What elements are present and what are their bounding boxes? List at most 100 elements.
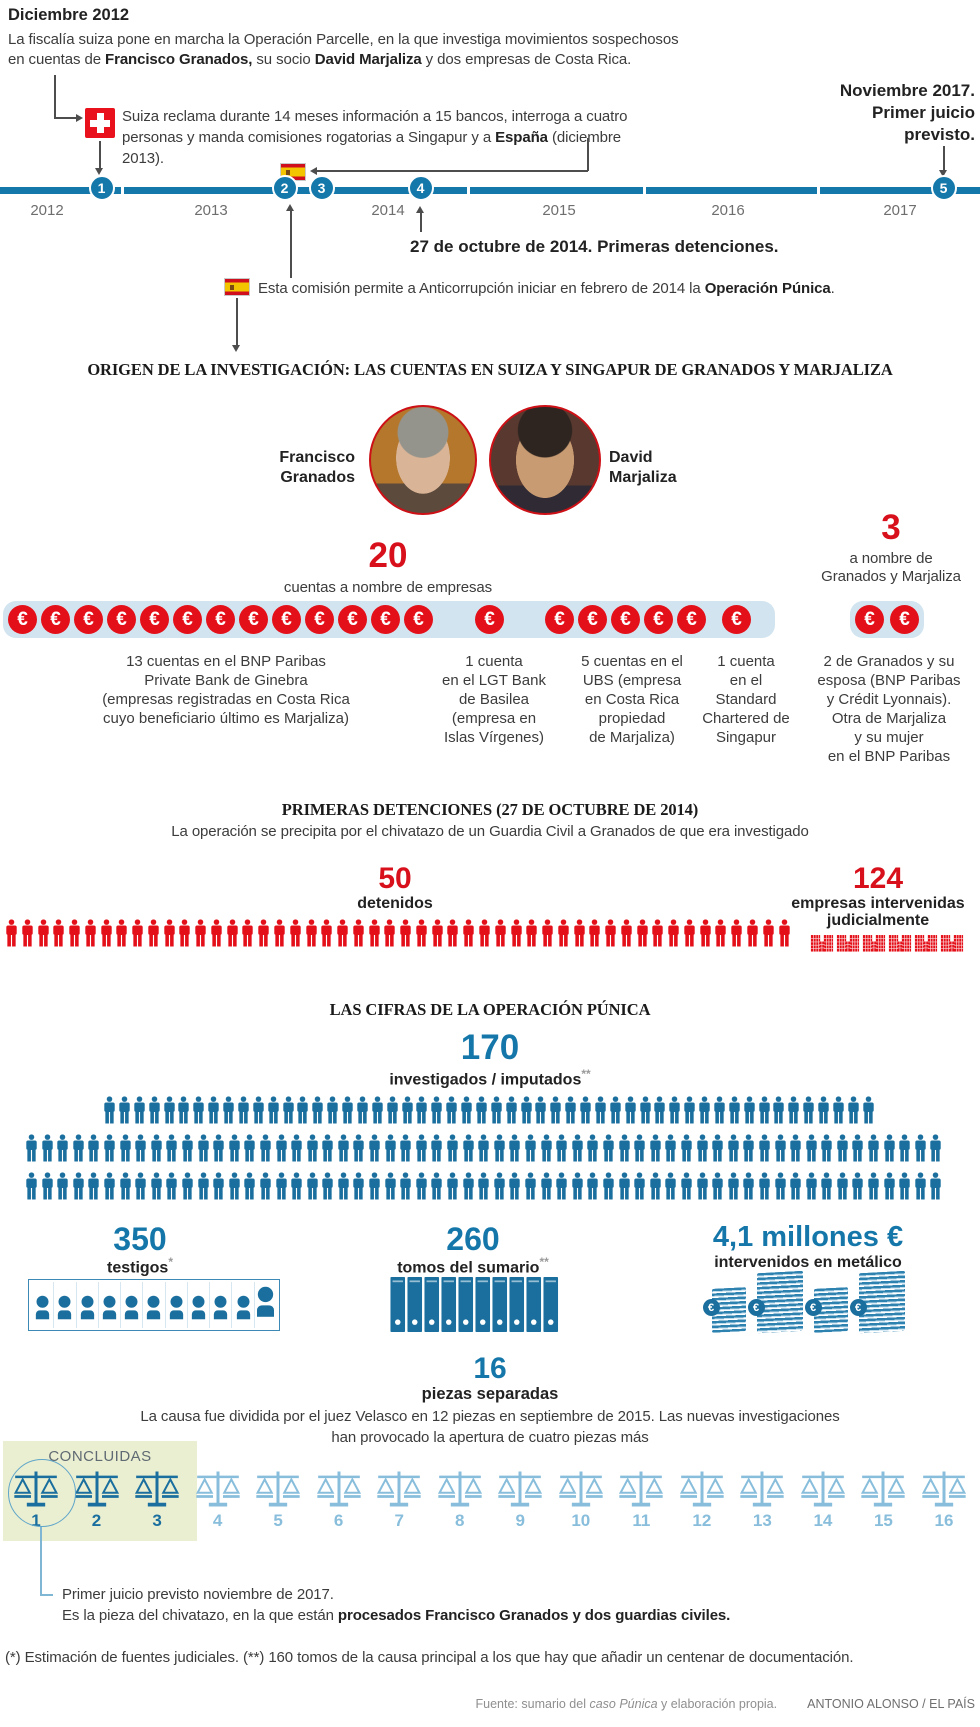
investigated-person-icon	[119, 1131, 132, 1165]
investigated-person-icon	[805, 1131, 818, 1165]
personal-accounts-label: a nombre de Granados y Marjaliza	[821, 550, 961, 585]
euro-glyph: €	[248, 608, 259, 630]
investigated-person-icon	[680, 1169, 693, 1203]
euro-account-icon: €	[107, 605, 136, 634]
investigated-person-icon	[493, 1169, 506, 1203]
photo-david-marjaliza	[489, 405, 601, 515]
investigated-person-icon	[680, 1131, 693, 1165]
companies-icon-row	[810, 931, 964, 952]
investigated-person-icon	[883, 1131, 896, 1165]
investigated-person-icon	[25, 1131, 38, 1165]
detained-label: detenidos	[357, 895, 433, 912]
detained-person-icon	[557, 916, 570, 950]
account-col-bnp: 13 cuentas en el BNP Paribas Private Ban…	[102, 653, 350, 727]
euro-glyph: €	[347, 608, 358, 630]
piece-number: 8	[454, 1511, 465, 1530]
piece-number: 3	[152, 1511, 162, 1530]
detained-person-icon	[210, 916, 223, 950]
investigated-person-icon	[177, 1093, 190, 1127]
euro-account-icon: €	[545, 605, 574, 634]
investigated-person-icon	[368, 1131, 381, 1165]
comision-note: Esta comisión permite a Anticorrupción i…	[258, 279, 918, 299]
comision-c: .	[830, 280, 835, 297]
arrow-up-icon	[286, 204, 294, 211]
company-building-icon	[862, 931, 886, 952]
euro-account-icon: €	[475, 605, 504, 634]
investigated-person-icon	[713, 1093, 726, 1127]
investigated-person-icon	[742, 1169, 755, 1203]
euro-glyph: €	[731, 608, 742, 630]
investigated-person-icon	[820, 1169, 833, 1203]
euro-glyph: €	[620, 608, 631, 630]
timeline-layer: 2012 2013 2014 2015 2016 2017 1 2 3 4 5	[0, 0, 980, 260]
justice-scale-icon	[132, 1469, 182, 1509]
photo-francisco-granados	[369, 405, 477, 515]
investigated-person-icon	[649, 1131, 662, 1165]
investigated-person-icon	[639, 1093, 652, 1127]
piece-15: 15	[857, 1469, 909, 1531]
source-case-name: caso Púnica	[589, 1697, 658, 1711]
account-col-lgt: 1 cuenta en el LGT Bank de Basilea (empr…	[442, 653, 546, 746]
euro-glyph: €	[116, 608, 127, 630]
case-volume-binder-icon	[390, 1277, 406, 1332]
investigated-person-icon	[401, 1093, 414, 1127]
detained-person-icon	[21, 916, 34, 950]
piece-number: 12	[692, 1511, 712, 1530]
detained-person-icon	[399, 916, 412, 950]
investigated-person-icon	[698, 1093, 711, 1127]
investigated-person-icon	[415, 1169, 428, 1203]
witness-head-icon	[32, 1282, 53, 1328]
justice-scale-icon	[798, 1469, 848, 1509]
investigated-person-icon	[197, 1131, 210, 1165]
investigated-person-icon	[929, 1169, 942, 1203]
accounts-count: 20	[368, 536, 408, 575]
swiss-note-line-1: Suiza reclama durante 14 meses informaci…	[122, 108, 628, 125]
detained-person-icon	[84, 916, 97, 950]
timeline-marker-2: 2	[271, 175, 298, 201]
investigated-person-icon	[914, 1169, 927, 1203]
investigated-person-icon	[653, 1093, 666, 1127]
footnote-marker: *	[168, 1255, 173, 1269]
euro-account-icon: €	[41, 605, 70, 634]
euro-glyph: €	[314, 608, 325, 630]
investigated-person-icon	[524, 1169, 537, 1203]
trial-marker5-line	[943, 146, 945, 170]
investigated-person-icon	[445, 1093, 458, 1127]
investigated-person-icon	[851, 1131, 864, 1165]
euro-coin-icon: €	[747, 1299, 765, 1316]
justice-scale-icon	[72, 1469, 122, 1509]
footnote-marker: **	[581, 1067, 591, 1081]
euro-glyph: €	[686, 608, 697, 630]
concluded-label: CONCLUIDAS	[48, 1448, 152, 1465]
piece-number: 2	[91, 1511, 102, 1530]
investigated-person-icon	[103, 1093, 116, 1127]
investigated-person-icon	[259, 1131, 272, 1165]
justice-scale-icon	[253, 1469, 303, 1509]
investigated-person-icon	[817, 1093, 830, 1127]
piece1-connector-vertical	[40, 1527, 42, 1595]
euro-account-icon: €	[173, 605, 202, 634]
investigated-person-icon	[192, 1093, 205, 1127]
pieces-count: 16	[473, 1352, 507, 1385]
espana-line-vertical	[587, 138, 589, 171]
witnesses-label: testigos*	[40, 1254, 240, 1276]
investigated-person-icon	[898, 1131, 911, 1165]
piece1-connector-horizontal	[40, 1594, 53, 1596]
investigated-person-icon	[789, 1169, 802, 1203]
case-volume-binder-icon	[526, 1277, 542, 1332]
case-volume-binder-icon	[407, 1277, 423, 1332]
investigated-person-icon	[181, 1131, 194, 1165]
euro-glyph: €	[149, 608, 160, 630]
swiss-note-line-2c: (diciembre 2013).	[122, 129, 621, 167]
investigated-count: 170	[460, 1028, 520, 1067]
investigated-person-icon	[540, 1131, 553, 1165]
investigated-person-icon	[415, 1131, 428, 1165]
detained-icon-row	[5, 916, 791, 950]
euro-group-standard: €	[722, 605, 751, 634]
detained-person-icon	[352, 916, 365, 950]
investigated-person-icon	[898, 1169, 911, 1203]
investigated-person-icon	[296, 1093, 309, 1127]
euro-glyph: €	[752, 1301, 760, 1314]
investigated-person-icon	[836, 1131, 849, 1165]
witnesses-label-text: testigos	[106, 1259, 169, 1277]
